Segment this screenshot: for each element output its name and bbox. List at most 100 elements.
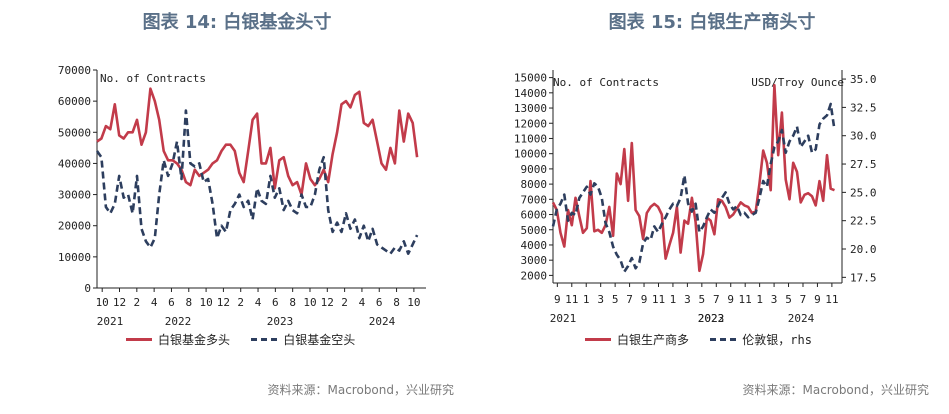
x-tick-label: 8 xyxy=(289,296,296,309)
legend-item-london-silver: 伦敦银，rhs xyxy=(710,331,812,348)
x-tick-label: 9 xyxy=(727,293,734,306)
y-right-tick-label: 35.0 xyxy=(850,73,877,86)
y-tick-label: 10000 xyxy=(514,148,547,161)
x-tick-label: 7 xyxy=(800,293,807,306)
x-year-label: 2024 xyxy=(369,315,396,328)
y-tick-label: 6000 xyxy=(521,209,548,222)
chart-panel-producer-positions: 图表 15: 白银生产商头寸 2000 3000 4000 5000 6000 7000 8… xyxy=(475,0,949,414)
y-axis-title: No. of Contracts xyxy=(553,76,659,89)
y-tick-label: 5000 xyxy=(521,224,548,237)
legend-item-long: 白银基金多头 xyxy=(126,331,230,348)
x-year-label: 2022 xyxy=(165,315,192,328)
chart-title: 图表 14: 白银基金头寸 xyxy=(142,12,332,33)
series-line-dashed xyxy=(551,102,836,274)
y-tick-label: 13000 xyxy=(514,102,547,115)
x-tick-label: 11 xyxy=(825,293,838,306)
x-year-label: 2024 xyxy=(788,312,815,325)
legend-label: 伦敦银，rhs xyxy=(742,333,812,347)
y-right-tick-label: 25.0 xyxy=(850,186,877,199)
x-year-label: 2023 xyxy=(267,315,294,328)
x-tick-label: 5 xyxy=(612,293,619,306)
x-tick-label: 9 xyxy=(641,293,648,306)
legend-swatch-solid xyxy=(585,338,611,341)
chart-svg-producer-positions: 2000 3000 4000 5000 6000 7000 8000 9000 10000 110… xyxy=(514,70,877,325)
y-tick-label: 12000 xyxy=(514,117,547,130)
y-tick-label: 8000 xyxy=(521,178,548,191)
y-axis-right-title: USD/Troy Ounce xyxy=(751,76,844,89)
y-right-tick-label: 22.5 xyxy=(850,215,877,228)
legend-swatch-dashed xyxy=(710,338,737,341)
y-right-tick-label: 20.0 xyxy=(850,243,877,256)
y-tick-label: 9000 xyxy=(521,163,548,176)
legend-label: 白银基金空头 xyxy=(283,333,356,347)
series-line-dashed xyxy=(95,109,419,255)
x-tick-label: 2 xyxy=(134,296,141,309)
y-axis-title: No. of Contracts xyxy=(100,72,206,85)
x-tick-label: 4 xyxy=(359,296,366,309)
legend-swatch-solid xyxy=(126,338,152,341)
legend: 白银基金多头 白银基金空头 xyxy=(126,330,369,348)
x-tick-label: 11 xyxy=(565,293,578,306)
legend-item-producer-long: 白银生产商多 xyxy=(585,331,689,348)
legend-swatch-dashed xyxy=(251,338,278,341)
x-tick-label: 12 xyxy=(321,296,334,309)
x-tick-label: 3 xyxy=(597,293,604,306)
x-tick-label: 10 xyxy=(199,296,212,309)
y-tick-label: 0 xyxy=(84,282,91,295)
x-tick-label: 5 xyxy=(699,293,706,306)
x-tick-label: 4 xyxy=(151,296,158,309)
y-tick-label: 11000 xyxy=(514,132,547,145)
x-tick-label: 6 xyxy=(168,296,175,309)
x-tick-label: 7 xyxy=(713,293,720,306)
chart-title: 图表 15: 白银生产商头寸 xyxy=(608,12,816,33)
x-tick-label: 12 xyxy=(217,296,230,309)
x-year-label: 2023 xyxy=(698,312,725,325)
x-tick-label: 6 xyxy=(376,296,383,309)
x-tick-label: 2 xyxy=(341,296,348,309)
x-tick-label: 7 xyxy=(626,293,633,306)
x-tick-label: 8 xyxy=(185,296,192,309)
x-tick-label: 10 xyxy=(303,296,316,309)
x-year-label: 2022 xyxy=(698,312,725,325)
x-tick-label: 1 xyxy=(670,293,677,306)
chart-panel-fund-positions: 图表 14: 白银基金头寸 0 10000 20000 30000 40000 50000… xyxy=(0,0,474,414)
x-tick-label: 5 xyxy=(785,293,792,306)
x-tick-label: 3 xyxy=(771,293,778,306)
legend-label: 白银基金多头 xyxy=(158,333,231,347)
y-tick-label: 4000 xyxy=(521,239,548,252)
y-tick-label: 10000 xyxy=(58,251,91,264)
x-year-label: 2021 xyxy=(550,312,577,325)
legend-label: 白银生产商多 xyxy=(617,333,690,347)
series-line-solid xyxy=(96,87,419,196)
x-tick-label: 11 xyxy=(652,293,665,306)
x-tick-label: 11 xyxy=(739,293,752,306)
y-tick-label: 30000 xyxy=(58,189,91,202)
x-tick-label: 12 xyxy=(113,296,126,309)
legend-item-short: 白银基金空头 xyxy=(251,331,355,348)
source-note: 资料来源：Macrobond，兴业研究 xyxy=(267,383,455,397)
y-tick-label: 40000 xyxy=(58,157,91,170)
y-right-tick-label: 32.5 xyxy=(850,101,877,114)
y-right-tick-label: 17.5 xyxy=(850,271,877,284)
x-tick-label: 2 xyxy=(237,296,244,309)
y-tick-label: 50000 xyxy=(58,126,91,139)
y-tick-label: 14000 xyxy=(514,87,547,100)
x-tick-label: 9 xyxy=(554,293,561,306)
y-right-tick-label: 27.5 xyxy=(850,158,877,171)
x-year-label: 2021 xyxy=(97,315,124,328)
y-tick-label: 70000 xyxy=(58,64,91,77)
x-tick-label: 9 xyxy=(814,293,821,306)
x-tick-label: 3 xyxy=(684,293,691,306)
x-tick-label: 10 xyxy=(96,296,109,309)
x-tick-label: 6 xyxy=(272,296,279,309)
y-tick-label: 7000 xyxy=(521,193,548,206)
y-tick-label: 3000 xyxy=(521,254,548,267)
x-tick-label: 4 xyxy=(255,296,262,309)
series-line-solid xyxy=(551,83,835,273)
y-tick-label: 60000 xyxy=(58,95,91,108)
x-tick-label: 1 xyxy=(756,293,763,306)
x-tick-label: 1 xyxy=(583,293,590,306)
y-tick-label: 15000 xyxy=(514,72,547,85)
chart-svg-fund-positions: 0 10000 20000 30000 40000 50000 60000 70000 No. … xyxy=(58,64,426,328)
x-tick-label: 10 xyxy=(407,296,420,309)
